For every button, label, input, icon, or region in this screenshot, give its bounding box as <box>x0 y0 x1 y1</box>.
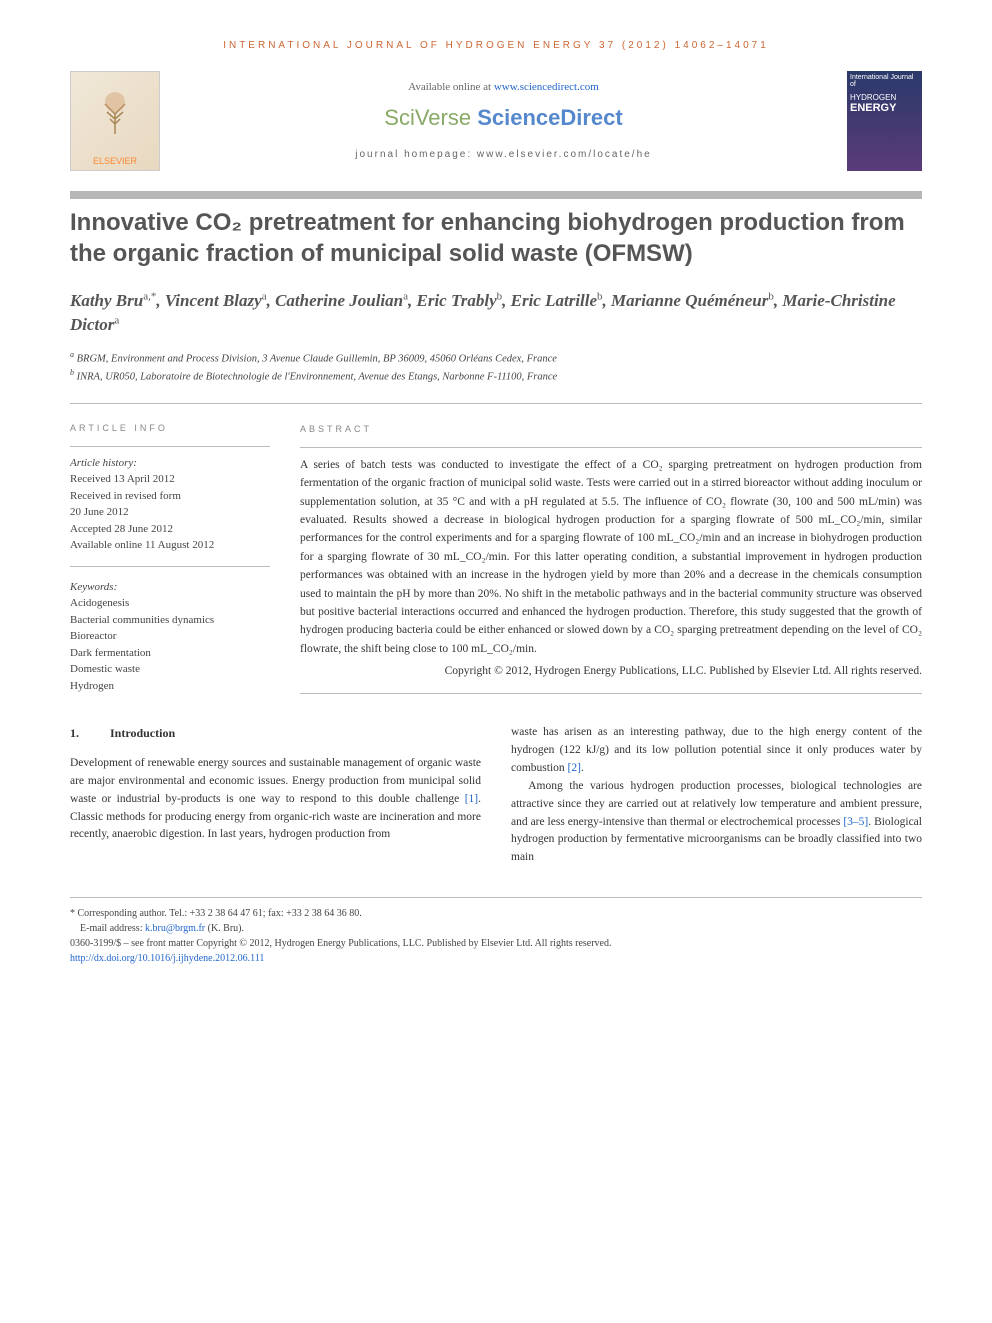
keyword: Bacterial communities dynamics <box>70 614 214 626</box>
info-abstract-row: ARTICLE INFO Article history: Received 1… <box>70 422 922 694</box>
doi-link[interactable]: http://dx.doi.org/10.1016/j.ijhydene.201… <box>70 953 264 964</box>
abstract-column: ABSTRACT A series of batch tests was con… <box>300 422 922 694</box>
affiliation-a: a BRGM, Environment and Process Division… <box>70 349 922 367</box>
email-link[interactable]: k.bru@brgm.fr <box>145 923 205 934</box>
email-label: E-mail address: <box>80 923 145 934</box>
abstract-copyright: Copyright © 2012, Hydrogen Energy Public… <box>300 662 922 680</box>
article-info-column: ARTICLE INFO Article history: Received 1… <box>70 422 270 694</box>
keyword: Acidogenesis <box>70 597 129 609</box>
keyword: Hydrogen <box>70 680 114 692</box>
email-suffix: (K. Bru). <box>205 923 244 934</box>
history-online: Available online 11 August 2012 <box>70 539 214 551</box>
section-title: Introduction <box>110 726 175 740</box>
corresponding-author: * Corresponding author. Tel.: +33 2 38 6… <box>70 906 922 921</box>
keyword: Bioreactor <box>70 630 116 642</box>
intro-paragraph-right-2: Among the various hydrogen production pr… <box>511 778 922 867</box>
journal-homepage: journal homepage: www.elsevier.com/locat… <box>175 149 832 160</box>
issn-copyright: 0360-3199/$ – see front matter Copyright… <box>70 936 922 951</box>
keyword: Domestic waste <box>70 663 140 675</box>
history-accepted: Accepted 28 June 2012 <box>70 523 173 535</box>
history-revised-2: 20 June 2012 <box>70 506 129 518</box>
available-prefix: Available online at <box>408 81 494 93</box>
elsevier-label: ELSEVIER <box>93 156 137 166</box>
elsevier-tree-icon <box>85 72 145 156</box>
journal-running-header: INTERNATIONAL JOURNAL OF HYDROGEN ENERGY… <box>70 40 922 51</box>
email-line: E-mail address: k.bru@brgm.fr (K. Bru). <box>70 921 922 936</box>
history-revised-1: Received in revised form <box>70 490 181 502</box>
page-footer: * Corresponding author. Tel.: +33 2 38 6… <box>70 897 922 966</box>
keywords-label: Keywords: <box>70 581 117 593</box>
sciencedirect-link[interactable]: www.sciencedirect.com <box>494 81 599 93</box>
history-received: Received 13 April 2012 <box>70 473 175 485</box>
sciverse-prefix: SciVerse <box>384 105 471 130</box>
cover-hydrogen: HYDROGEN <box>850 93 919 102</box>
body-left-column: 1.Introduction Development of renewable … <box>70 724 481 867</box>
section-number: 1. <box>70 724 110 743</box>
affiliation-b: b INRA, UR050, Laboratoire de Biotechnol… <box>70 367 922 385</box>
affiliations: a BRGM, Environment and Process Division… <box>70 349 922 386</box>
available-online-line: Available online at www.sciencedirect.co… <box>175 81 832 93</box>
elsevier-logo: ELSEVIER <box>70 71 160 171</box>
article-title: Innovative CO₂ pretreatment for enhancin… <box>70 207 922 269</box>
title-separator-bar <box>70 191 922 199</box>
header-block: ELSEVIER Available online at www.science… <box>70 71 922 171</box>
sciencedirect-word: ScienceDirect <box>471 105 623 130</box>
keyword: Dark fermentation <box>70 647 151 659</box>
abstract-text: A series of batch tests was conducted to… <box>300 459 922 655</box>
intro-paragraph-left: Development of renewable energy sources … <box>70 755 481 844</box>
abstract-heading: ABSTRACT <box>300 422 922 436</box>
history-label: Article history: <box>70 457 137 469</box>
intro-paragraph-right-1: waste has arisen as an interesting pathw… <box>511 724 922 777</box>
header-center: Available online at www.sciencedirect.co… <box>175 71 832 160</box>
body-two-column: 1.Introduction Development of renewable … <box>70 724 922 867</box>
sciverse-logo: SciVerse ScienceDirect <box>175 105 832 131</box>
article-info-heading: ARTICLE INFO <box>70 422 270 436</box>
cover-energy: ENERGY <box>850 102 919 114</box>
journal-cover-thumbnail: International Journal of HYDROGEN ENERGY <box>847 71 922 171</box>
author-list: Kathy Brua,*, Vincent Blazya, Catherine … <box>70 289 922 337</box>
body-right-column: waste has arisen as an interesting pathw… <box>511 724 922 867</box>
divider <box>70 403 922 404</box>
section-heading: 1.Introduction <box>70 724 481 743</box>
cover-top-line: International Journal of <box>850 74 919 88</box>
